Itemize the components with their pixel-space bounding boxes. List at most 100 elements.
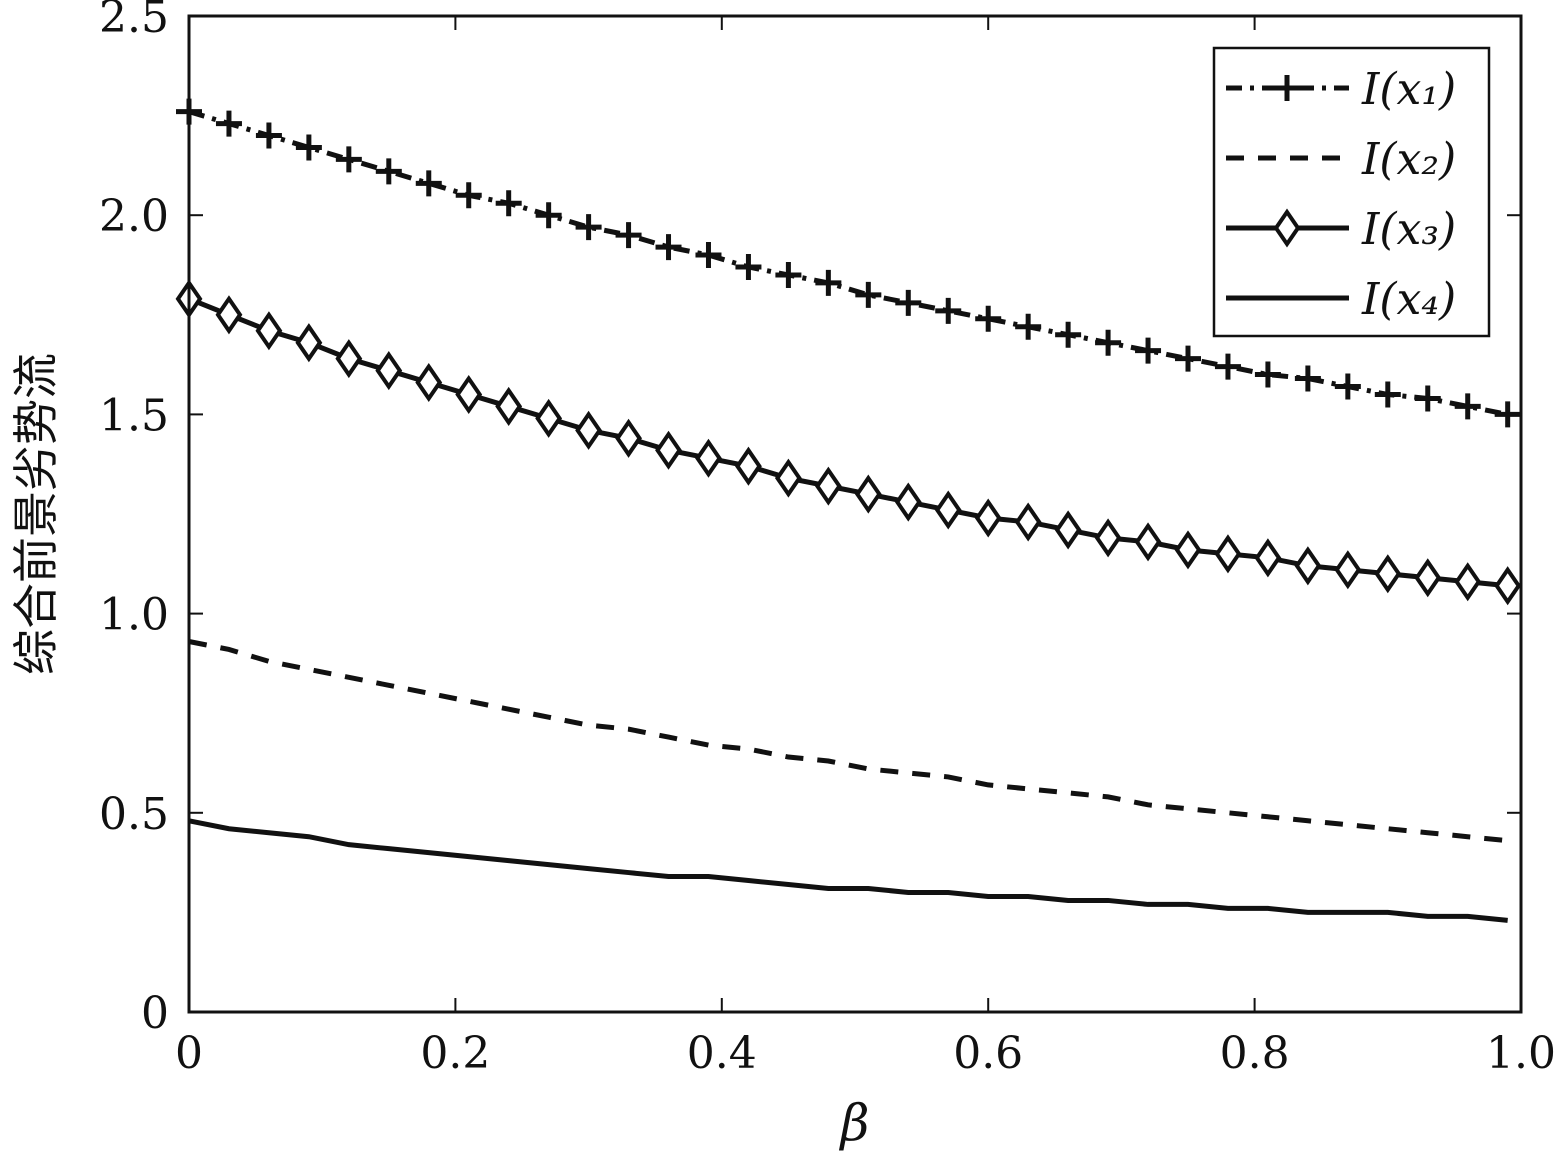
series-1-marker <box>215 110 242 137</box>
series-3-marker <box>1494 566 1522 606</box>
series-3-marker <box>1334 550 1362 590</box>
series-1-marker <box>1015 313 1042 340</box>
series-1-marker <box>815 269 842 296</box>
series-3-marker <box>1454 562 1482 602</box>
series-1-marker <box>1334 373 1361 400</box>
y-tick-label: 0.5 <box>99 789 169 840</box>
series-1-marker <box>975 305 1002 332</box>
series-3-marker <box>974 498 1002 538</box>
plot-frame <box>187 14 1523 1014</box>
series-1-line <box>188 109 1509 417</box>
series-3-marker <box>1094 518 1122 558</box>
series-1-marker <box>1414 385 1441 412</box>
legend-label-2: I(x₂) <box>1361 134 1456 185</box>
x-tick-label: 0.6 <box>953 1028 1023 1079</box>
series-4-line <box>188 818 1508 923</box>
series-1-marker <box>1095 329 1122 356</box>
ticks-layer: 0 0.2 0.4 0.6 0.8 1.0 0 0.5 1.0 1.5 2.0 2.5 <box>99 0 1556 1079</box>
series-1-marker <box>255 122 282 149</box>
y-tick-label: 2.5 <box>99 0 169 43</box>
legend-marker-1 <box>1274 75 1300 101</box>
series-3-marker <box>295 323 323 363</box>
series-3-marker <box>215 295 243 335</box>
x-tick-label: 0 <box>175 1028 203 1079</box>
series-3-marker <box>1214 534 1242 574</box>
series-1-marker <box>295 134 322 161</box>
series-3-marker <box>415 362 443 403</box>
series-1-marker <box>575 214 602 241</box>
series-3-marker <box>455 374 483 415</box>
series-3-marker <box>1134 522 1162 562</box>
series-1-marker <box>735 253 762 280</box>
series-2-line <box>188 639 1508 844</box>
series-1-marker <box>935 297 962 324</box>
y-tick-label: 1.5 <box>99 390 169 441</box>
series-1-marker <box>1294 365 1321 392</box>
series-1-marker <box>775 261 802 288</box>
x-tick-label: 1.0 <box>1486 1028 1556 1079</box>
series-3-marker <box>735 446 762 486</box>
series-3-marker <box>894 482 922 522</box>
legend-label-1: I(x₁) <box>1361 64 1456 115</box>
series-3-marker <box>495 386 523 426</box>
legend-item-3: I(x₃) <box>1226 204 1456 255</box>
legend: I(x₁) I(x₂) I(x₃) I(x₄) <box>1212 46 1491 338</box>
series-3-marker <box>575 410 603 450</box>
series-1-marker <box>855 281 882 308</box>
series-1-marker <box>375 158 402 185</box>
series-3-marker <box>814 466 842 506</box>
series-1-marker <box>695 242 722 269</box>
series-3-marker <box>255 311 283 351</box>
series-4 <box>188 818 1508 923</box>
y-axis-label: 综合前景劣势流 <box>9 353 63 675</box>
series-3-marker <box>1054 510 1082 550</box>
series-1-marker <box>1135 337 1162 364</box>
legend-item-4: I(x₄) <box>1226 274 1456 325</box>
series-1-marker <box>535 202 562 229</box>
x-axis-label: β <box>839 1094 870 1152</box>
legend-label-4: I(x₄) <box>1361 274 1456 325</box>
legend-item-2: I(x₂) <box>1226 134 1456 185</box>
series-3-marker <box>655 430 682 470</box>
legend-label-3: I(x₃) <box>1361 204 1456 255</box>
series-3-marker <box>934 490 962 530</box>
series-3-marker <box>335 339 363 379</box>
series-3-marker <box>1254 538 1282 578</box>
series-1-marker <box>495 190 522 217</box>
series-3-marker <box>1414 558 1442 598</box>
series-3-marker <box>695 438 722 478</box>
series-3-marker <box>375 351 403 391</box>
series-1-marker <box>1254 361 1281 388</box>
legend-box <box>1212 46 1491 338</box>
series-3-marker <box>1294 546 1322 586</box>
series-1-marker <box>1055 321 1082 348</box>
x-tick-label: 0.8 <box>1220 1028 1290 1079</box>
series-1-marker <box>1374 381 1401 408</box>
series-1-marker <box>455 182 482 209</box>
y-tick-label: 1.0 <box>99 590 169 641</box>
x-tick-label: 0.2 <box>420 1028 490 1079</box>
series-3-marker <box>1174 530 1202 570</box>
series-1-marker <box>615 222 642 249</box>
series-1-marker <box>895 289 922 316</box>
y-tick-label: 0 <box>141 988 169 1039</box>
series-1-marker <box>415 170 442 197</box>
series-1-marker <box>1214 353 1241 380</box>
series-3-marker <box>854 474 882 514</box>
series-1-marker <box>335 146 362 173</box>
y-tick-label: 2.0 <box>99 191 169 242</box>
series-3-marker <box>615 418 642 458</box>
series-layer <box>175 98 1522 923</box>
series-3 <box>175 279 1522 606</box>
series-3-marker <box>535 398 563 438</box>
series-3-line <box>188 296 1508 589</box>
series-3-marker <box>1014 502 1042 542</box>
legend-item-1: I(x₁) <box>1226 64 1456 115</box>
series-3-marker <box>774 458 802 498</box>
legend-marker-3 <box>1273 208 1301 248</box>
series-3-marker <box>1374 554 1402 594</box>
series-1-marker <box>655 234 682 261</box>
x-tick-label: 0.4 <box>687 1028 757 1079</box>
series-1-marker <box>1454 393 1481 420</box>
